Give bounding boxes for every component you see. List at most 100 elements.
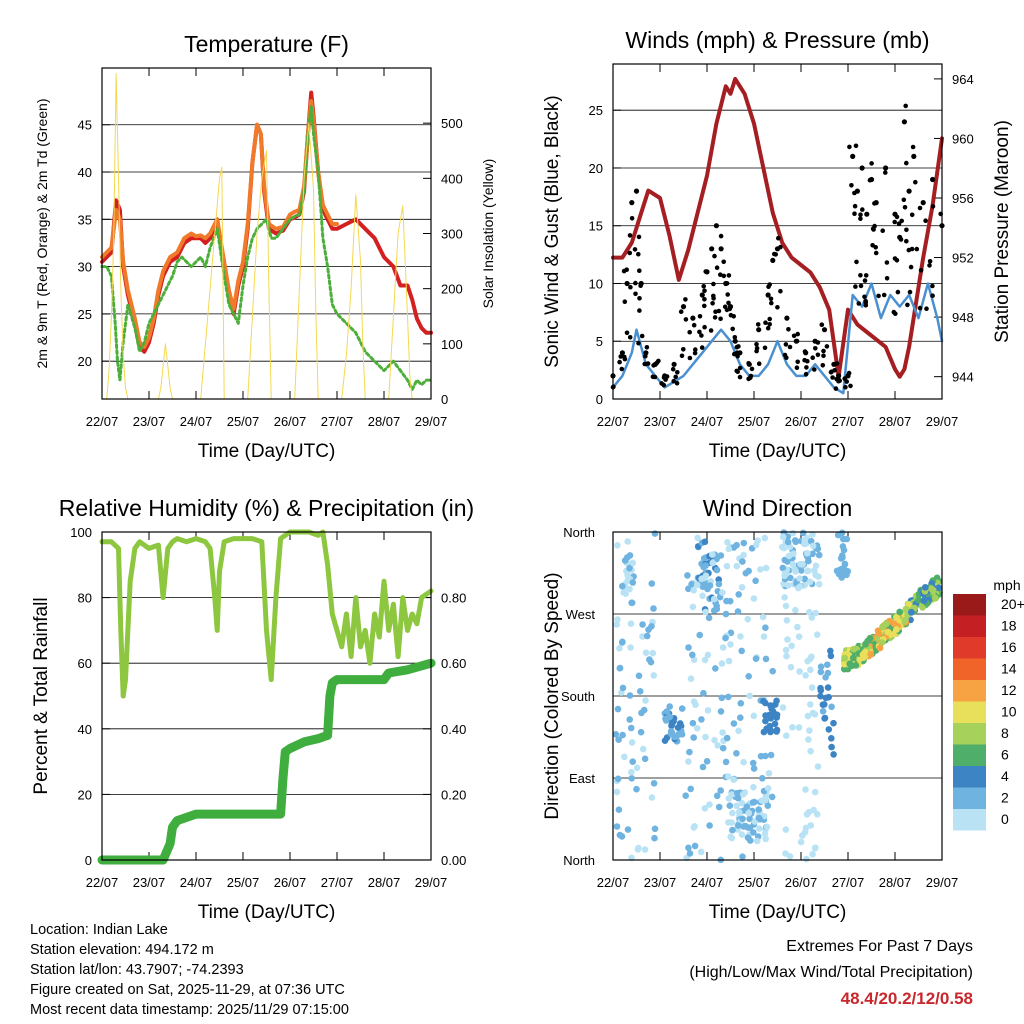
y-tick-label-2-5: 100	[70, 525, 92, 540]
gust-point	[854, 188, 861, 194]
direction-point	[789, 561, 797, 568]
gust-point	[906, 188, 912, 194]
direction-point	[706, 801, 713, 808]
gust-point	[821, 327, 828, 333]
direction-point	[667, 730, 675, 738]
x-tick-label-2-3: 25/07	[227, 875, 260, 890]
direction-point	[795, 584, 802, 592]
direction-point	[860, 654, 867, 661]
gust-point	[726, 300, 731, 306]
direction-point	[687, 675, 695, 682]
gust-point	[643, 353, 648, 359]
direction-point	[789, 724, 796, 731]
gust-point	[819, 322, 825, 328]
direction-point	[792, 538, 799, 546]
series-pressure-1	[611, 76, 944, 379]
gust-point	[767, 322, 772, 327]
x-tick-label-2-6: 28/07	[368, 875, 401, 890]
direction-point	[791, 566, 798, 573]
x-axis-label-3: Time (Day/UTC)	[709, 902, 847, 923]
direction-point	[699, 592, 706, 600]
direction-point	[932, 594, 939, 602]
gust-point	[920, 200, 926, 206]
direction-point	[717, 708, 725, 715]
direction-point	[809, 709, 817, 717]
direction-point	[804, 567, 812, 575]
direction-point	[893, 626, 900, 633]
gust-point	[763, 320, 768, 326]
gust-point	[629, 200, 635, 206]
gust-point	[765, 325, 771, 331]
direction-point	[626, 564, 633, 572]
direction-point	[619, 582, 626, 590]
direction-point	[929, 586, 937, 594]
direction-point	[802, 786, 809, 793]
y2-tick-label-0-1: 100	[441, 337, 463, 352]
direction-point	[743, 803, 751, 810]
gust-point	[918, 267, 924, 273]
gust-point	[902, 205, 908, 210]
direction-point	[802, 672, 809, 679]
direction-point	[884, 628, 892, 636]
gust-point	[714, 265, 720, 271]
y-axis-label-3: Direction (Colored By Speed)	[542, 572, 563, 819]
direction-point	[628, 599, 636, 607]
direction-point	[784, 582, 792, 589]
plot-frame-0	[101, 67, 432, 400]
gust-point	[725, 292, 730, 297]
direction-point	[691, 823, 698, 830]
direction-point	[782, 646, 790, 654]
legend-label-6: 8	[1001, 725, 1009, 741]
y-tick-label-3-2: South	[561, 689, 595, 704]
gust-point	[702, 288, 707, 294]
gust-point	[732, 335, 738, 340]
y2-tick-label-2-2: 0.40	[441, 722, 466, 737]
direction-point	[733, 562, 741, 570]
legend-label-9: 2	[1001, 790, 1009, 806]
gust-point	[724, 281, 730, 286]
gust-point	[775, 305, 780, 310]
x-tick-label-3-6: 28/07	[879, 875, 912, 890]
gust-point	[863, 300, 868, 305]
gust-point	[858, 212, 863, 217]
gust-point	[924, 306, 929, 312]
extremes-title: Extremes For Past 7 Days	[786, 938, 973, 955]
gust-point	[636, 340, 641, 346]
gust-point	[894, 258, 900, 263]
direction-point	[836, 566, 843, 574]
gust-point	[901, 119, 908, 125]
legend-swatch-2	[953, 637, 986, 659]
direction-point	[796, 575, 803, 582]
direction-point	[784, 533, 791, 540]
gust-point	[721, 273, 727, 279]
x-tick-label-2-2: 24/07	[180, 875, 213, 890]
gust-point	[730, 326, 735, 332]
direction-point	[759, 775, 766, 782]
direction-point	[734, 794, 742, 802]
gust-point	[852, 211, 857, 216]
gust-point	[718, 316, 723, 322]
gust-point	[833, 386, 839, 391]
legend-label-3: 14	[1001, 661, 1017, 677]
direction-point	[686, 748, 693, 756]
gust-point	[883, 165, 889, 171]
legend-label-4: 12	[1001, 682, 1017, 698]
direction-point	[795, 724, 803, 731]
gust-point	[908, 264, 914, 270]
gust-point	[863, 273, 869, 278]
direction-point	[807, 822, 815, 829]
direction-point	[807, 701, 814, 708]
direction-point	[779, 564, 787, 572]
direction-point	[781, 594, 788, 601]
legend-swatch-5	[953, 701, 986, 723]
direction-point	[805, 608, 813, 616]
gust-point	[892, 219, 897, 225]
gust-point	[732, 338, 738, 344]
direction-point	[717, 552, 725, 559]
gust-point	[716, 308, 722, 314]
direction-point	[690, 734, 697, 741]
gust-point	[661, 375, 667, 380]
direction-point	[765, 770, 773, 777]
gust-point	[735, 354, 740, 359]
direction-point	[799, 560, 806, 568]
